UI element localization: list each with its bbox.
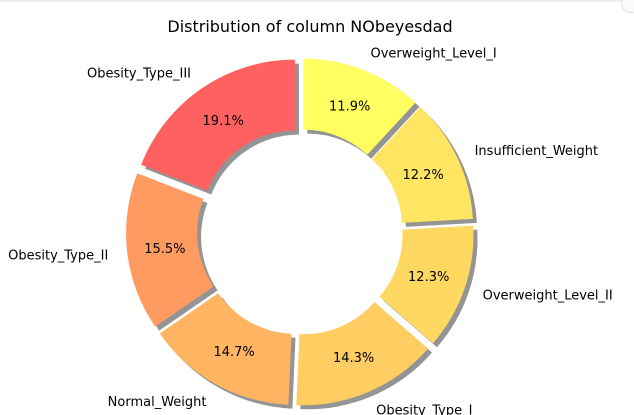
window-top-edge: [0, 0, 634, 2]
slice-insufficient-weight: [372, 107, 473, 223]
slice-labels: 19.1% Obesity_Type_III 15.5% Obesity_Type_I…: [8, 46, 613, 415]
slice-percent-overweight-level-i: 11.9%: [329, 99, 370, 114]
slice-label-obesity-type-i: Obesity_Type_I: [376, 403, 472, 415]
slice-percent-obesity-type-ii: 15.5%: [144, 242, 185, 257]
slice-overweight-level-i: [303, 58, 416, 155]
window-corner: [621, 0, 634, 13]
slice-label-overweight-level-ii: Overweight_Level_II: [483, 289, 613, 304]
slice-label-insufficient-weight: Insufficient_Weight: [475, 144, 599, 159]
slice-overweight-level-ii: [379, 225, 474, 344]
slice-label-overweight-level-i: Overweight_Level_I: [371, 46, 497, 61]
slice-obesity-type-i: [296, 301, 428, 406]
slice-obesity-type-ii: [126, 173, 214, 327]
slice-percent-obesity-type-i: 14.3%: [333, 351, 374, 366]
slice-percent-insufficient-weight: 12.2%: [402, 168, 443, 183]
slice-label-normal-weight: Normal_Weight: [108, 395, 207, 410]
slice-percent-normal-weight: 14.7%: [213, 345, 254, 360]
slice-percent-overweight-level-ii: 12.3%: [408, 270, 449, 285]
slice-percent-obesity-type-iii: 19.1%: [203, 114, 244, 129]
slice-obesity-type-iii: [141, 59, 295, 191]
chart-title: Distribution of column NObeyesdad: [167, 17, 452, 36]
slice-label-obesity-type-iii: Obesity_Type_III: [87, 67, 191, 82]
slice-normal-weight: [159, 293, 292, 405]
slice-label-obesity-type-ii: Obesity_Type_II: [8, 248, 108, 263]
slices: [126, 58, 474, 406]
